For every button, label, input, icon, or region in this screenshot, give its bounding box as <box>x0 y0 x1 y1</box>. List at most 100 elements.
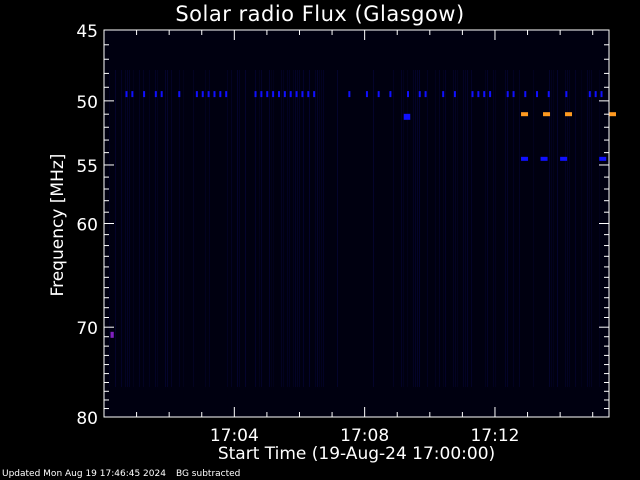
noise-band <box>155 70 156 387</box>
interference-mark <box>131 91 134 98</box>
noise-band <box>533 70 534 387</box>
noise-band <box>289 70 290 387</box>
noise-band <box>493 70 494 387</box>
noise-band <box>417 70 418 387</box>
noise-band <box>183 70 184 387</box>
interference-mark <box>195 91 198 98</box>
noise-band <box>485 70 486 387</box>
noise-band <box>443 70 444 387</box>
noise-band <box>427 70 428 387</box>
x-axis-ticks: 17:04 17:08 17:12 <box>103 30 594 446</box>
noise-band <box>237 70 238 387</box>
footer-status: Updated Mon Aug 19 17:46:45 2024 BG subtr… <box>2 469 250 479</box>
noise-band <box>283 70 284 387</box>
interference-mark <box>547 91 550 98</box>
noise-band <box>143 70 144 387</box>
interference-mark <box>254 91 257 98</box>
noise-band <box>565 70 566 387</box>
noise-band <box>323 70 324 387</box>
x-tick-label: 17:08 <box>340 426 389 446</box>
interference-mark <box>565 91 568 98</box>
y-tick-label: 45 <box>76 22 98 42</box>
noise-band <box>157 70 158 387</box>
noise-band <box>315 70 316 387</box>
updated-timestamp: Updated Mon Aug 19 17:46:45 2024 <box>2 469 166 479</box>
noise-band <box>125 70 126 387</box>
y-tick-label: 60 <box>76 216 98 236</box>
noise-band <box>109 70 110 387</box>
x-tick-label: 17:04 <box>210 426 259 446</box>
noise-band <box>445 70 446 387</box>
noise-band <box>115 70 116 387</box>
noise-band <box>435 70 436 387</box>
interference-mark <box>483 91 486 98</box>
noise-band <box>463 70 464 387</box>
bg-subtracted-note: BG subtracted <box>175 469 241 479</box>
noise-band <box>569 70 570 387</box>
interference-mark <box>424 91 427 98</box>
noise-band <box>133 70 134 387</box>
noise-band <box>581 70 582 387</box>
noise-band <box>551 70 552 387</box>
noise-band <box>471 70 472 387</box>
noise-band <box>557 70 558 387</box>
interference-mark <box>295 91 298 98</box>
noise-band <box>295 70 296 387</box>
interference-mark <box>418 91 421 98</box>
interference-mark <box>154 91 157 98</box>
interference-mark <box>453 91 456 98</box>
interference-mark <box>512 91 515 98</box>
noise-band <box>401 70 402 387</box>
noise-band <box>549 70 550 387</box>
noise-band <box>319 70 320 387</box>
noise-band <box>297 70 298 387</box>
noise-band <box>403 70 404 387</box>
noise-band <box>193 70 194 387</box>
noise-band <box>513 70 514 387</box>
interference-mark <box>307 91 310 98</box>
noise-band <box>407 70 408 387</box>
noise-band <box>393 70 394 387</box>
noise-band <box>575 70 576 387</box>
noise-band <box>231 70 232 387</box>
interference-mark <box>365 91 368 98</box>
y-tick-label: 70 <box>76 319 98 339</box>
burst-marker <box>521 156 529 161</box>
noise-band <box>507 70 508 387</box>
noise-band <box>495 70 496 387</box>
burst-marker <box>609 112 616 117</box>
x-axis-label: Start Time (19-Aug-24 17:00:00) <box>217 444 496 464</box>
noise-band <box>487 70 488 387</box>
burst-marker <box>521 112 529 117</box>
interference-mark <box>600 91 603 98</box>
noise-band <box>455 70 456 387</box>
interference-mark <box>477 91 480 98</box>
interference-mark <box>283 91 286 98</box>
interference-mark <box>536 91 539 98</box>
y-axis-ticks: 45 50 55 60 70 80 <box>76 22 609 429</box>
noise-band <box>439 70 440 387</box>
noise-band <box>457 70 458 387</box>
y-tick-label: 55 <box>76 157 98 177</box>
noise-band <box>309 70 310 387</box>
interference-mark <box>201 91 204 98</box>
noise-band <box>465 70 466 387</box>
noise-band <box>261 70 262 387</box>
noise-band <box>287 70 288 387</box>
interference-mark <box>277 91 280 98</box>
noise-band <box>321 70 322 387</box>
interference-mark <box>301 91 304 98</box>
interference-mark <box>407 91 409 98</box>
noise-band <box>519 70 520 387</box>
noise-band <box>271 70 272 387</box>
noise-band <box>149 70 150 387</box>
noise-band <box>303 70 304 387</box>
burst-marker <box>565 112 573 117</box>
interference-mark <box>524 91 527 98</box>
interference-mark <box>471 91 474 98</box>
noise-band <box>269 70 270 387</box>
interference-mark <box>489 91 492 98</box>
noise-band <box>239 70 240 387</box>
noise-band <box>129 70 130 387</box>
